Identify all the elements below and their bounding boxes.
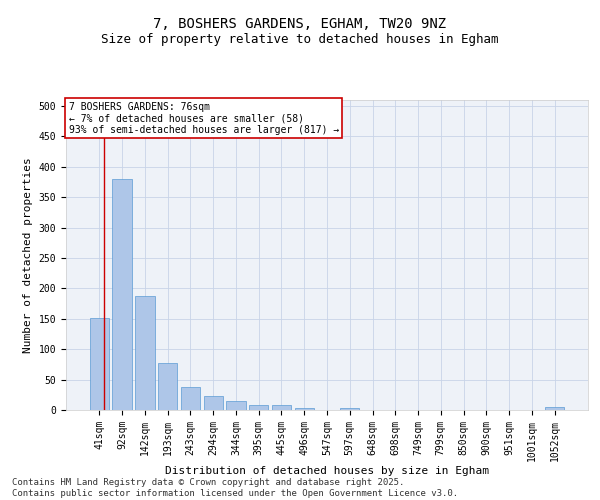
Text: Contains HM Land Registry data © Crown copyright and database right 2025.
Contai: Contains HM Land Registry data © Crown c… xyxy=(12,478,458,498)
Bar xyxy=(249,405,268,410)
Bar xyxy=(158,363,178,410)
Bar xyxy=(545,407,564,410)
Bar xyxy=(203,396,223,410)
Y-axis label: Number of detached properties: Number of detached properties xyxy=(23,157,33,353)
Bar xyxy=(226,401,245,410)
Bar xyxy=(135,296,155,410)
Bar xyxy=(272,405,291,410)
X-axis label: Distribution of detached houses by size in Egham: Distribution of detached houses by size … xyxy=(165,466,489,476)
Text: Size of property relative to detached houses in Egham: Size of property relative to detached ho… xyxy=(101,32,499,46)
Bar xyxy=(295,408,314,410)
Bar xyxy=(90,318,109,410)
Text: 7 BOSHERS GARDENS: 76sqm
← 7% of detached houses are smaller (58)
93% of semi-de: 7 BOSHERS GARDENS: 76sqm ← 7% of detache… xyxy=(68,102,339,134)
Bar xyxy=(340,408,359,410)
Text: 7, BOSHERS GARDENS, EGHAM, TW20 9NZ: 7, BOSHERS GARDENS, EGHAM, TW20 9NZ xyxy=(154,18,446,32)
Bar xyxy=(181,387,200,410)
Bar xyxy=(112,179,132,410)
